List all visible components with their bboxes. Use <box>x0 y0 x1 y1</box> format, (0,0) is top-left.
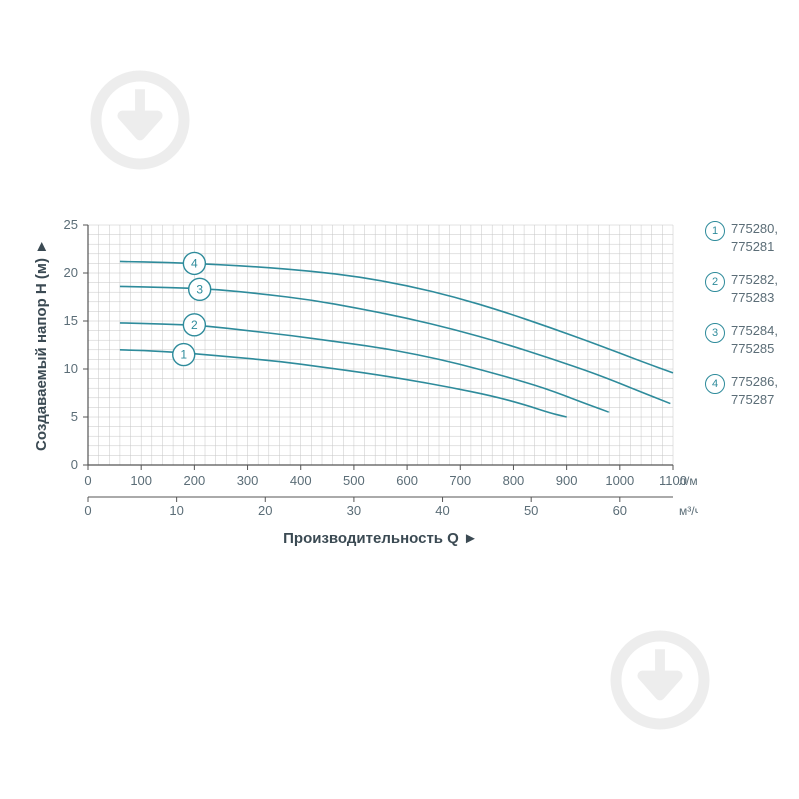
svg-text:5: 5 <box>71 409 78 424</box>
legend: 1 775280, 775281 2 775282, 775283 3 7752… <box>705 220 778 424</box>
svg-text:800: 800 <box>503 473 525 488</box>
legend-text: 775282, 775283 <box>731 271 778 306</box>
svg-text:Создаваемый напор H (м) ►: Создаваемый напор H (м) ► <box>33 239 50 451</box>
svg-text:900: 900 <box>556 473 578 488</box>
pump-curve-chart: 0510152025010020030040050060070080090010… <box>28 215 698 560</box>
legend-item: 4 775286, 775287 <box>705 373 778 408</box>
svg-text:50: 50 <box>524 503 538 518</box>
svg-text:10: 10 <box>169 503 183 518</box>
svg-text:м³/ч: м³/ч <box>679 504 698 518</box>
watermark-arrow-down <box>605 625 715 740</box>
svg-text:20: 20 <box>64 265 78 280</box>
svg-text:40: 40 <box>435 503 449 518</box>
watermark-arrow-down <box>85 65 195 180</box>
svg-text:400: 400 <box>290 473 312 488</box>
svg-text:4: 4 <box>191 256 198 270</box>
legend-item: 1 775280, 775281 <box>705 220 778 255</box>
svg-text:л/мин: л/мин <box>679 474 698 488</box>
legend-text: 775280, 775281 <box>731 220 778 255</box>
svg-text:30: 30 <box>347 503 361 518</box>
legend-badge-4: 4 <box>705 374 725 394</box>
svg-text:0: 0 <box>84 503 91 518</box>
legend-text: 775284, 775285 <box>731 322 778 357</box>
svg-text:500: 500 <box>343 473 365 488</box>
svg-text:300: 300 <box>237 473 259 488</box>
svg-text:2: 2 <box>191 318 198 332</box>
svg-text:600: 600 <box>396 473 418 488</box>
svg-text:700: 700 <box>449 473 471 488</box>
svg-text:0: 0 <box>84 473 91 488</box>
svg-text:15: 15 <box>64 313 78 328</box>
svg-text:3: 3 <box>196 282 203 296</box>
svg-text:200: 200 <box>184 473 206 488</box>
legend-item: 2 775282, 775283 <box>705 271 778 306</box>
svg-text:1000: 1000 <box>605 473 634 488</box>
legend-badge-2: 2 <box>705 272 725 292</box>
svg-text:20: 20 <box>258 503 272 518</box>
svg-text:10: 10 <box>64 361 78 376</box>
legend-badge-1: 1 <box>705 221 725 241</box>
legend-badge-3: 3 <box>705 323 725 343</box>
svg-text:Производительность Q ►: Производительность Q ► <box>283 530 478 547</box>
legend-item: 3 775284, 775285 <box>705 322 778 357</box>
svg-text:60: 60 <box>613 503 627 518</box>
svg-text:100: 100 <box>130 473 152 488</box>
svg-text:0: 0 <box>71 457 78 472</box>
svg-text:25: 25 <box>64 217 78 232</box>
legend-text: 775286, 775287 <box>731 373 778 408</box>
svg-text:1: 1 <box>180 348 187 362</box>
